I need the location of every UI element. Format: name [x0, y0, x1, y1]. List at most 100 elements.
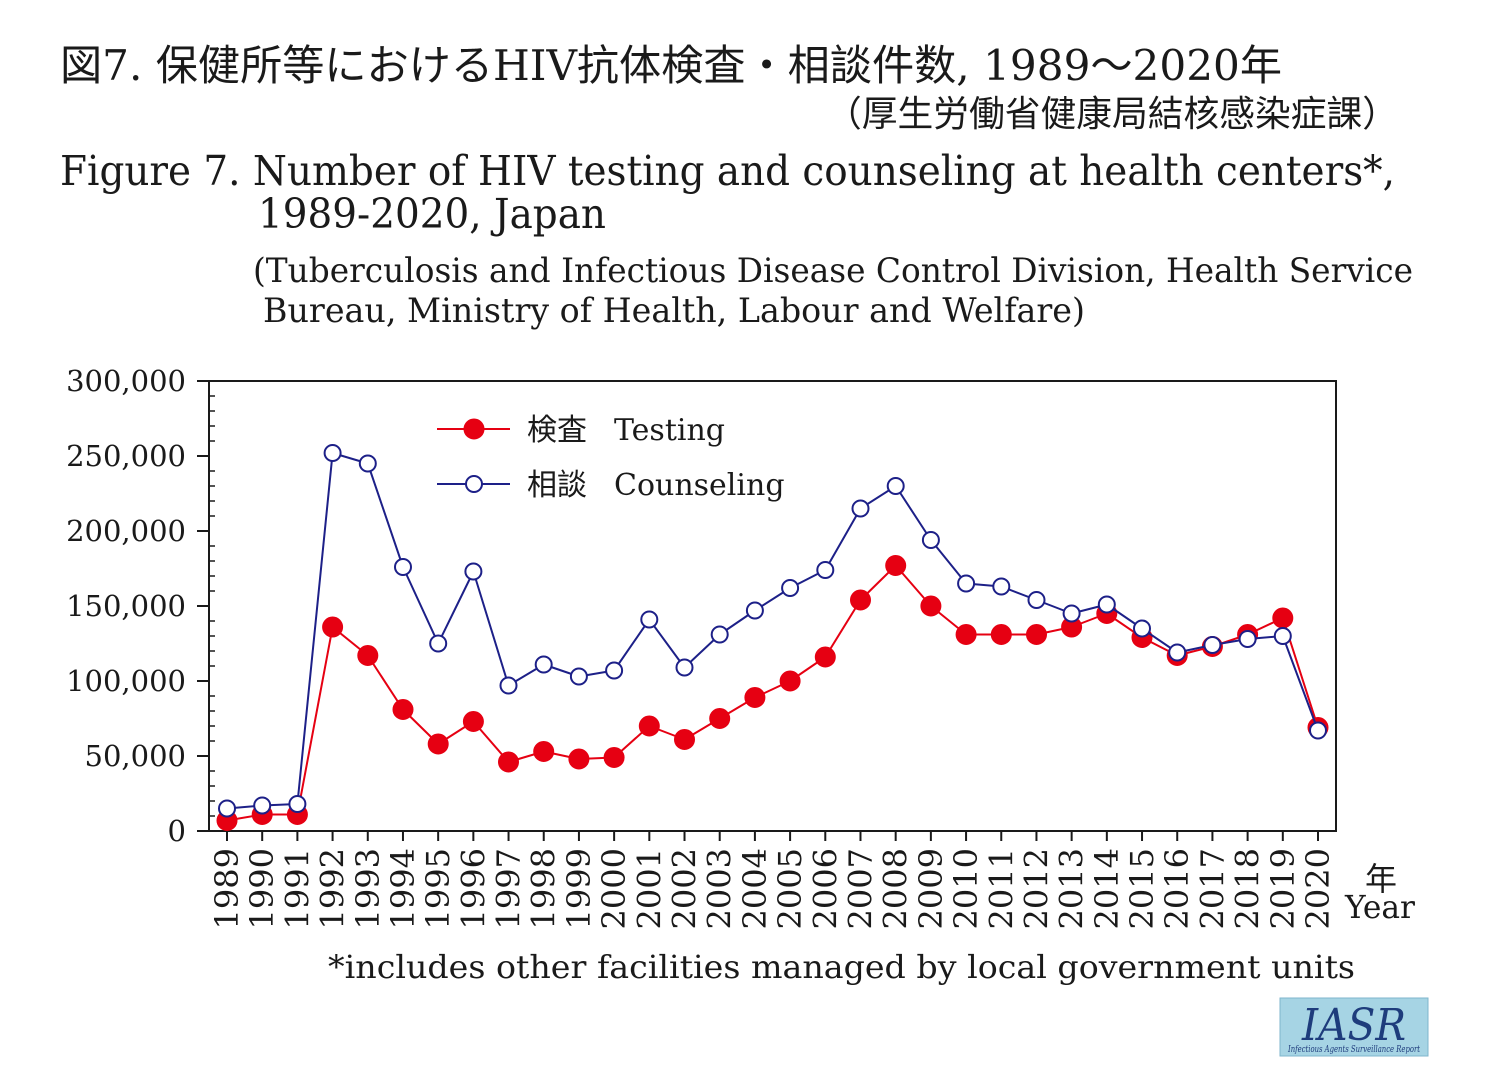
testing-point — [920, 595, 942, 617]
legend-label-counseling: Counseling — [614, 468, 785, 503]
x-tick-label: 2001 — [630, 848, 668, 929]
testing-point — [1272, 607, 1294, 629]
x-tick-label: 1999 — [560, 848, 598, 929]
counseling-point — [253, 796, 272, 815]
x-tick-label: 2005 — [771, 848, 809, 929]
x-axis-label-en: Year — [1344, 888, 1416, 926]
x-tick-label: 1995 — [419, 848, 457, 929]
x-tick-label: 1990 — [243, 848, 281, 929]
logo-background — [1279, 997, 1429, 1057]
legend-item-counseling: 相談 Counseling — [437, 468, 785, 503]
y-tick-label: 250,000 — [66, 439, 186, 473]
testing-point — [427, 733, 449, 755]
series-counseling — [218, 444, 1327, 818]
x-tick-label: 2014 — [1088, 848, 1126, 929]
x-tick-label: 2000 — [595, 848, 633, 929]
x-tick-label: 2012 — [1018, 848, 1056, 929]
testing-point — [533, 741, 555, 762]
y-tick-label: 150,000 — [66, 589, 186, 623]
counseling-point — [499, 676, 518, 695]
counseling-point — [429, 634, 448, 653]
counseling-point — [1309, 721, 1327, 740]
testing-point — [638, 715, 660, 737]
plot-frame — [208, 380, 1337, 832]
x-tick-label: 2004 — [736, 848, 774, 929]
counseling-point — [394, 558, 412, 576]
counseling-point — [816, 561, 835, 579]
counseling-point — [569, 667, 588, 686]
x-tick-label: 2018 — [1229, 848, 1267, 929]
counseling-point — [957, 574, 976, 593]
counseling-point — [1168, 643, 1187, 662]
x-tick-label: 1996 — [454, 848, 492, 929]
testing-point — [674, 729, 695, 750]
legend-marker-testing — [463, 418, 485, 440]
testing-point — [462, 711, 484, 732]
x-tick-label: 1991 — [278, 848, 316, 929]
counseling-point — [886, 477, 905, 495]
x-tick-label: 2009 — [912, 848, 950, 929]
legend-label-testing: Testing — [614, 413, 725, 448]
x-axis: 1989199019911992199319941995199619971998… — [208, 831, 1337, 929]
legend: 検査 Testing 相談 Counseling — [437, 413, 785, 503]
testing-point — [322, 616, 344, 638]
counseling-point — [781, 579, 800, 597]
x-tick-label: 2015 — [1123, 848, 1161, 929]
counseling-point — [851, 499, 870, 518]
title-ja: 図7. 保健所等におけるHIV抗体検査・相談件数, 1989～2020年 — [60, 41, 1282, 90]
counseling-point — [1203, 636, 1222, 654]
counseling-point — [640, 610, 659, 629]
x-tick-label: 1994 — [384, 848, 422, 929]
testing-point — [850, 589, 871, 611]
counseling-point — [710, 625, 729, 644]
testing-point — [779, 670, 801, 692]
x-tick-label: 2002 — [666, 848, 704, 929]
x-tick-label: 1997 — [490, 848, 528, 929]
source-en-line-2: Bureau, Ministry of Health, Labour and W… — [263, 291, 1085, 331]
counseling-point — [745, 601, 764, 620]
x-tick-label: 2003 — [701, 848, 739, 929]
x-tick-label: 2006 — [806, 848, 844, 929]
counseling-point — [534, 655, 553, 674]
header: 図7. 保健所等におけるHIV抗体検査・相談件数, 1989～2020年 （厚生… — [60, 41, 1413, 331]
title-en-line-1: Figure 7. Number of HIV testing and coun… — [60, 147, 1395, 195]
counseling-point — [675, 658, 694, 677]
title-en-line-2: 1989-2020, Japan — [258, 190, 606, 238]
counseling-point — [1238, 630, 1257, 648]
y-tick-label: 50,000 — [85, 739, 186, 773]
counseling-point — [464, 562, 483, 581]
logo-text: IASR — [1301, 1000, 1406, 1051]
counseling-point — [288, 795, 307, 813]
counseling-point — [1097, 595, 1116, 614]
counseling-point — [921, 531, 940, 549]
testing-point — [1026, 624, 1047, 645]
source-en-line-1: (Tuberculosis and Infectious Disease Con… — [253, 251, 1413, 291]
testing-point — [955, 624, 977, 645]
counseling-point — [605, 661, 624, 680]
legend-label-ja-counseling: 相談 — [527, 468, 587, 503]
counseling-point — [323, 444, 342, 462]
counseling-point — [218, 799, 236, 818]
y-tick-label: 200,000 — [66, 514, 186, 548]
y-tick-label: 300,000 — [66, 364, 186, 398]
x-tick-label: 2019 — [1264, 848, 1302, 929]
y-tick-label: 0 — [168, 814, 186, 848]
testing-point — [392, 699, 414, 720]
y-tick-label: 100,000 — [66, 664, 186, 698]
testing-point — [603, 747, 625, 768]
testing-point — [990, 624, 1012, 645]
series-layer — [216, 444, 1329, 831]
counseling-point — [358, 454, 377, 473]
x-tick-label: 2011 — [982, 848, 1020, 929]
x-tick-label: 2013 — [1053, 848, 1091, 929]
x-tick-label: 2017 — [1193, 848, 1231, 929]
legend-label-ja-testing: 検査 — [527, 413, 587, 448]
counseling-point — [1133, 619, 1151, 638]
testing-point — [568, 748, 590, 770]
testing-point — [885, 555, 907, 576]
footnote: *includes other facilities managed by lo… — [328, 948, 1355, 986]
x-tick-label: 2020 — [1299, 848, 1337, 929]
x-tick-label: 2008 — [877, 848, 915, 929]
x-tick-label: 2010 — [947, 848, 985, 929]
counseling-point — [992, 577, 1011, 596]
